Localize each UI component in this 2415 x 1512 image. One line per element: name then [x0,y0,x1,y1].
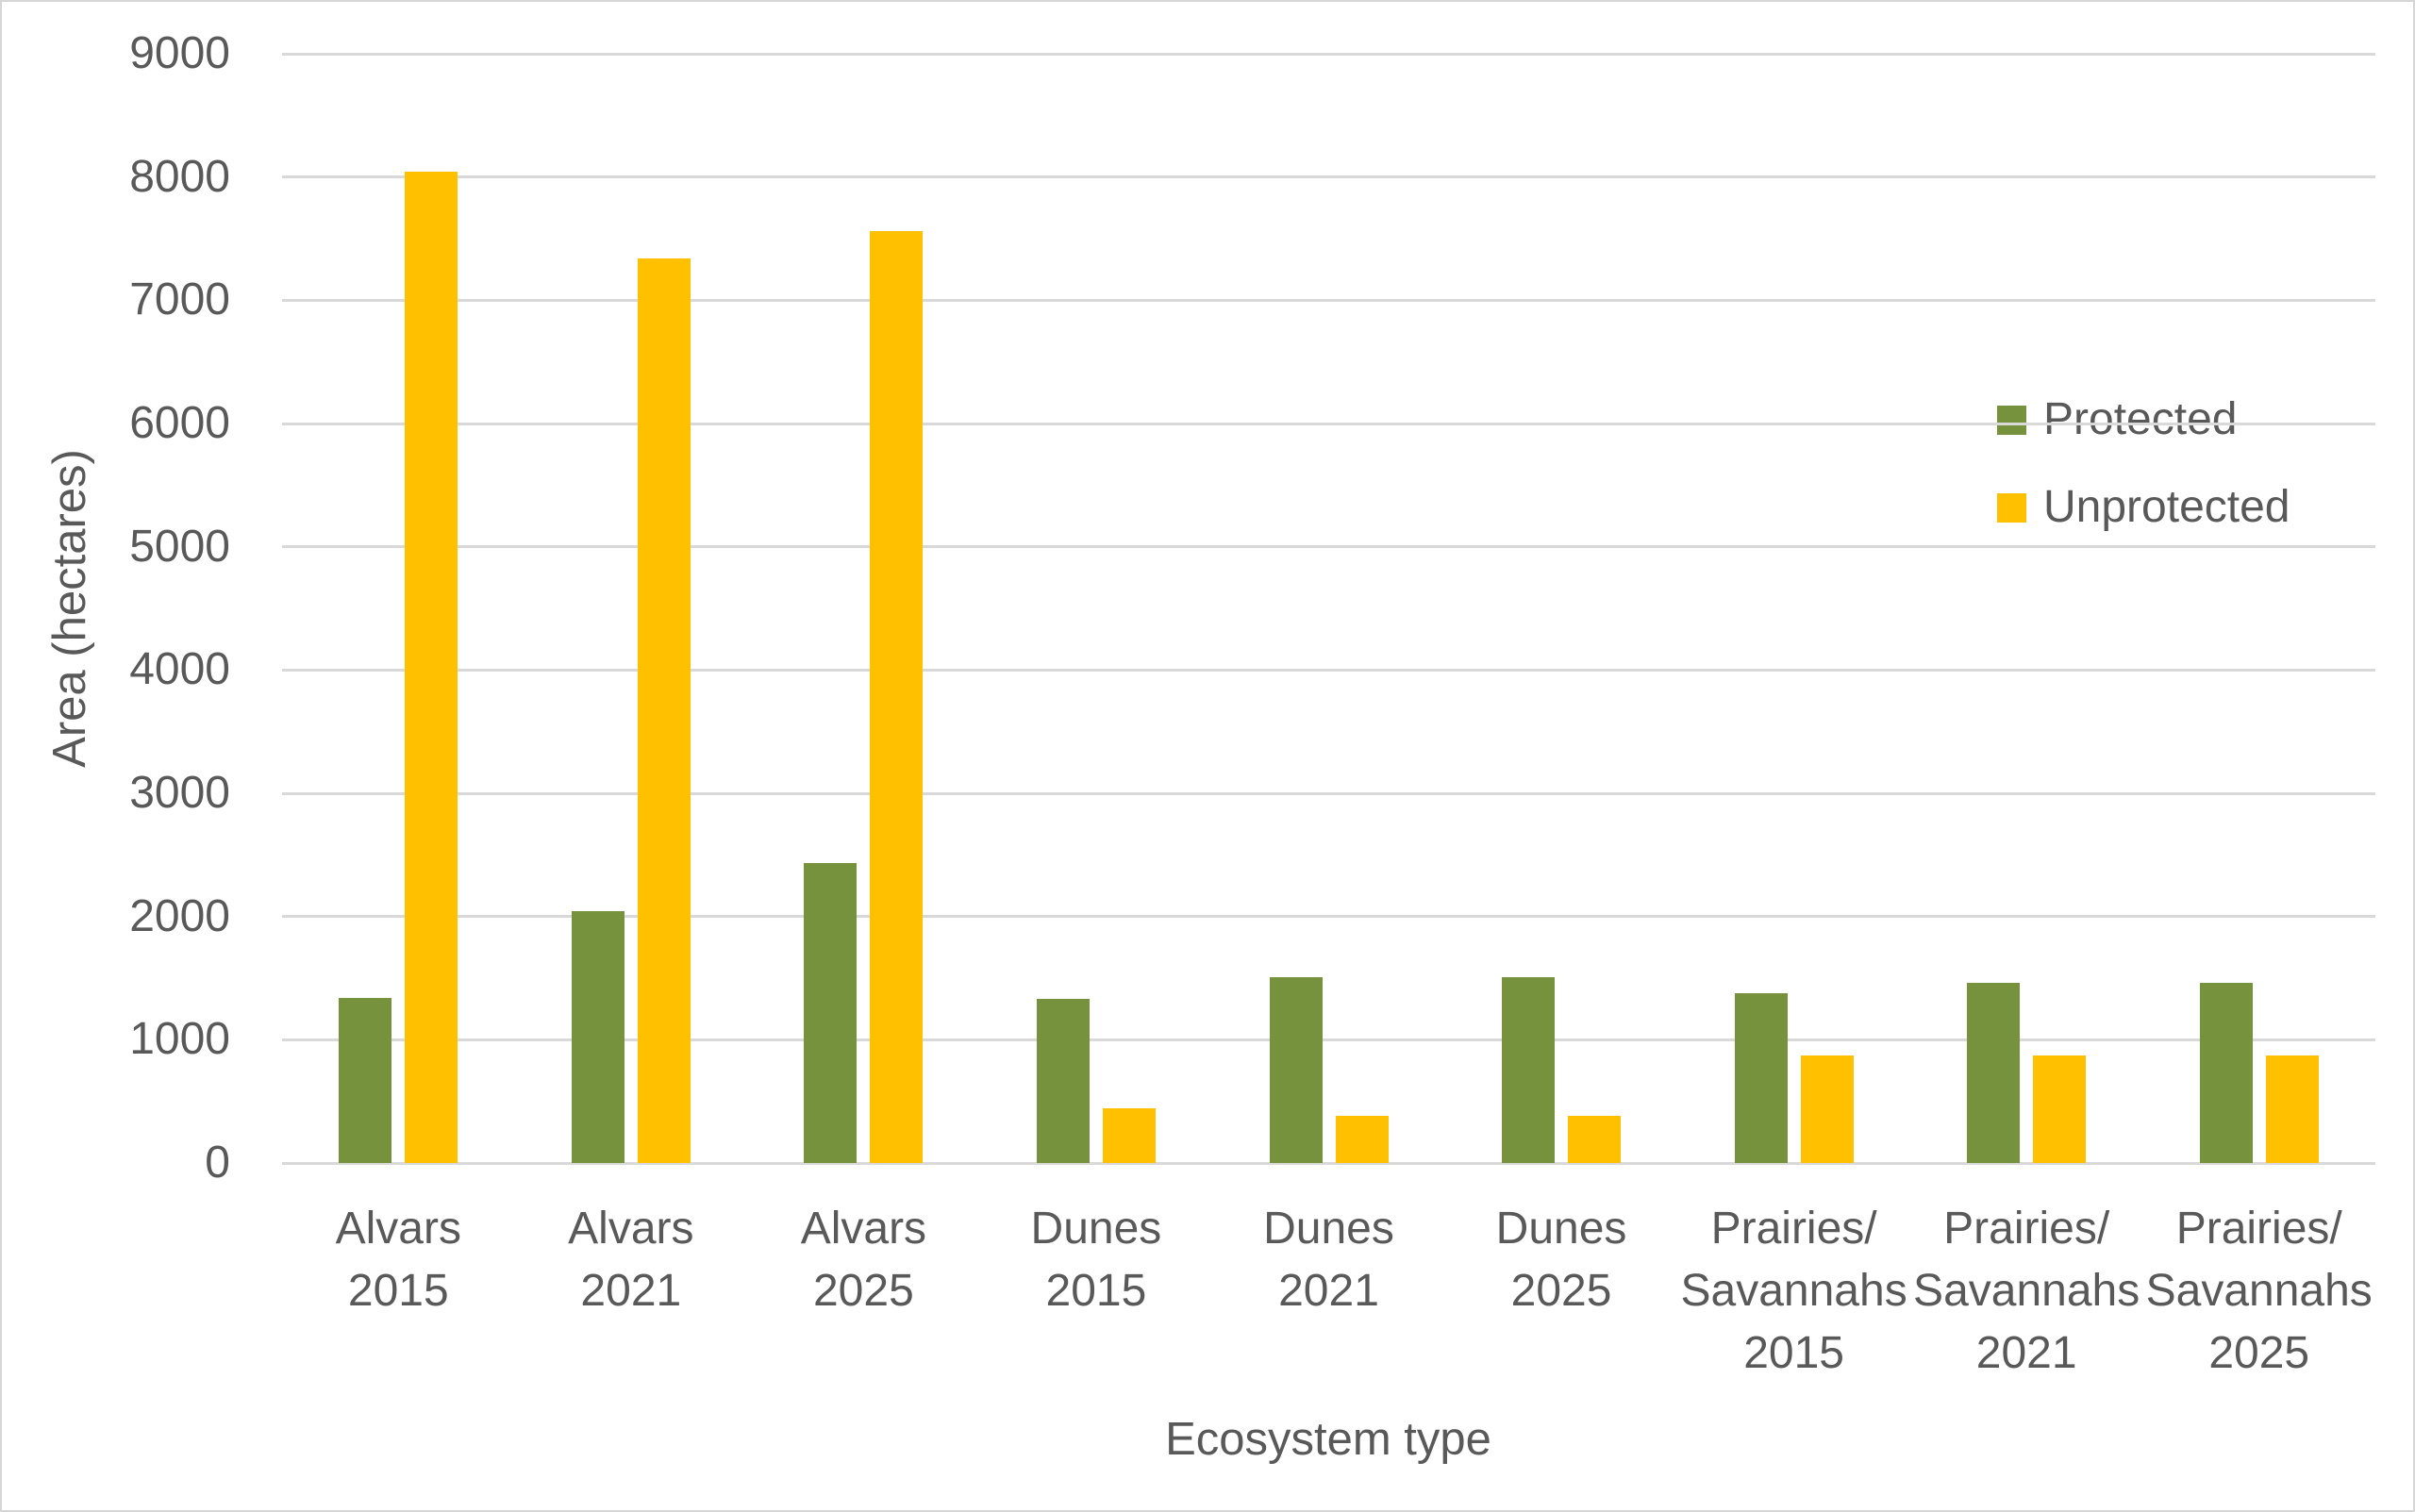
bar-unprotected-4 [1335,1115,1389,1163]
bar-protected-1 [571,911,625,1163]
y-tick-label: 4000 [129,644,230,695]
bar-unprotected-2 [870,230,924,1163]
legend-swatch-protected [1997,405,2026,435]
y-tick-label: 2000 [129,890,230,941]
gridline [282,422,2375,425]
bar-protected-7 [1967,983,2021,1163]
bar-protected-4 [1269,976,1323,1163]
y-tick-label: 0 [205,1138,230,1188]
legend-label: Protected [2043,394,2238,444]
x-category-label: Prairies/ Savannahs 2021 [1913,1204,2140,1378]
gridline [282,545,2375,549]
y-tick-label: 8000 [129,151,230,202]
gridline [282,52,2375,56]
y-tick-label: 9000 [129,28,230,78]
x-category-label: Prairies/ Savannahs 2015 [1680,1204,1907,1378]
y-tick-label: 6000 [129,398,230,448]
x-category-label: Dunes 2015 [1030,1204,1162,1316]
gridline [282,668,2375,672]
y-tick-label: 7000 [129,274,230,325]
bar-protected-3 [1036,999,1090,1163]
gridline [282,915,2375,919]
bar-protected-0 [339,997,392,1163]
legend-item-protected: Protected [1997,397,2237,442]
y-axis-title: Area (hectares) [44,449,95,768]
gridline [282,1038,2375,1041]
bar-protected-2 [804,863,858,1163]
x-category-label: Alvars 2015 [335,1204,461,1316]
bar-unprotected-5 [1568,1115,1622,1163]
y-tick-label: 3000 [129,768,230,818]
bar-unprotected-6 [1800,1055,1854,1163]
gridline [282,298,2375,302]
legend-item-unprotected: Unprotected [1997,485,2290,530]
gridline [282,175,2375,179]
x-category-label: Alvars 2021 [568,1204,694,1316]
x-category-label: Alvars 2025 [800,1204,927,1316]
x-axis-line [282,1161,2375,1165]
bar-unprotected-8 [2265,1055,2319,1163]
bar-unprotected-1 [637,258,691,1163]
bar-protected-5 [1502,976,1556,1163]
bar-unprotected-3 [1102,1107,1156,1163]
y-tick-label: 1000 [129,1014,230,1065]
legend-swatch-unprotected [1997,492,2026,523]
y-tick-label: 5000 [129,521,230,572]
legend-label: Unprotected [2043,482,2290,532]
gridline [282,791,2375,795]
bar-unprotected-7 [2033,1055,2087,1163]
x-category-label: Prairies/ Savannahs 2025 [2145,1204,2373,1378]
x-axis-title: Ecosystem type [1165,1414,1491,1465]
x-category-label: Dunes 2021 [1263,1204,1394,1316]
bar-protected-6 [1734,993,1788,1163]
bar-unprotected-0 [405,172,458,1163]
x-category-label: Dunes 2025 [1495,1204,1627,1316]
bar-protected-8 [2199,983,2253,1163]
